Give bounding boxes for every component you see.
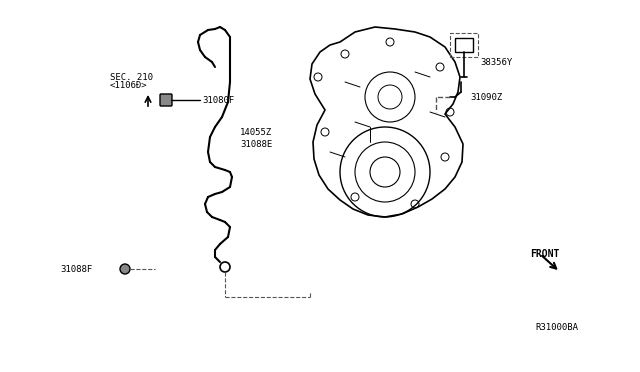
Text: 38356Y: 38356Y [480,58,512,67]
Text: SEC. 210: SEC. 210 [110,73,153,81]
Text: 31088F: 31088F [60,264,92,273]
Text: <1106Ð>: <1106Ð> [110,80,148,90]
Text: 31088E: 31088E [240,140,272,148]
Text: R31000BA: R31000BA [535,323,578,331]
Bar [455,38,473,52]
Text: 31090Z: 31090Z [470,93,502,102]
Text: 14055Z: 14055Z [240,128,272,137]
Text: FRONT: FRONT [530,249,559,259]
Circle shape [120,264,130,274]
Bar [450,33,478,57]
FancyBboxPatch shape [160,94,172,106]
Text: 31080F: 31080F [202,96,234,105]
